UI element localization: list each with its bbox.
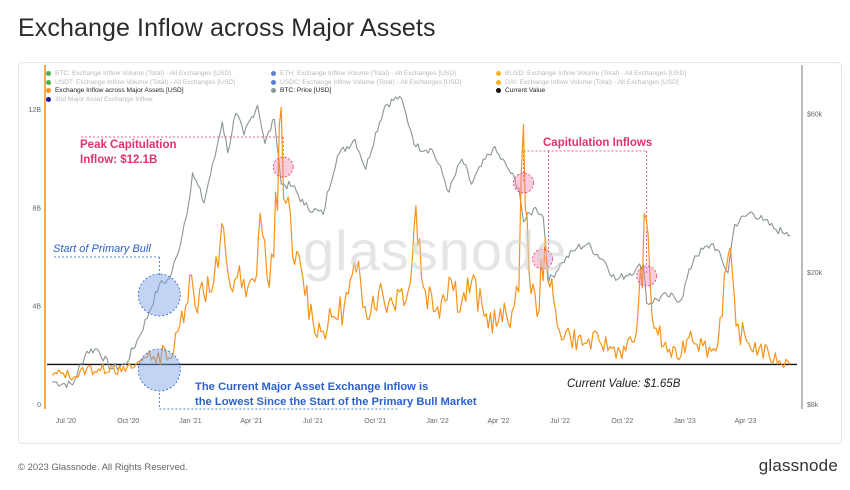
legend-label: Current Value (505, 87, 546, 95)
x-tick-label: Jan '23 (673, 418, 695, 425)
lowest-annotation-line-1: The Current Major Asset Exchange Inflow … (195, 381, 429, 393)
legend-item[interactable]: USDC: Exchange Inflow Volume (Total) - A… (271, 79, 461, 86)
x-tick-label: Oct '20 (117, 418, 139, 425)
peak-annotation-line-2: Inflow: $12.1B (80, 154, 158, 166)
start-of-bull-annotation: Start of Primary Bull (53, 243, 151, 255)
bull-inflow-circle (137, 348, 181, 392)
peak-annotation-line-1: Peak Capitulation (80, 139, 177, 151)
y-left-tick-label: 4B (32, 304, 41, 311)
legend-label: USDC: Exchange Inflow Volume (Total) - A… (280, 78, 462, 86)
legend-label: Exchange Inflow across Major Assets [USD… (55, 87, 184, 95)
legend-label: USDT: Exchange Inflow Volume (Total) - A… (55, 78, 235, 86)
peak-capitulation-circle (272, 156, 294, 178)
legend-item[interactable]: 30d Major Asset Exchange Inflow (46, 96, 153, 103)
legend-item[interactable]: BTC: Exchange Inflow Volume (Total) - Al… (46, 70, 231, 77)
lowest-inflow-annotation: The Current Major Asset Exchange Inflow … (195, 380, 477, 410)
lowest-annotation-line-2: the Lowest Since the Start of the Primar… (195, 396, 477, 408)
glassnode-logo: glassnode (758, 456, 838, 475)
x-tick-label: Jul '21 (303, 418, 323, 425)
legend-item[interactable]: ETH: Exchange Inflow Volume (Total) - Al… (271, 70, 456, 77)
legend-item[interactable]: DAI: Exchange Inflow Volume (Total) - Al… (496, 79, 679, 86)
legend-item[interactable]: Exchange Inflow across Major Assets [USD… (46, 87, 184, 94)
legend-item[interactable]: BTC: Price [USD] (271, 87, 331, 94)
legend-dot-icon (271, 71, 276, 76)
legend-label: BTC: Price [USD] (280, 87, 332, 95)
btc-price-line (52, 95, 791, 389)
chart-frame: Jul '20 Oct '20 Jan '21 Apr '21 Jul '21 Oct '… (18, 62, 842, 444)
highlight-circles (137, 156, 658, 392)
copyright-text: © 2023 Glassnode. All Rights Reserved. (18, 462, 188, 473)
series-layer (47, 95, 797, 389)
legend-dot-icon (46, 79, 51, 85)
y-right-tick-label: $20k (807, 270, 823, 277)
legend-dot-icon (271, 88, 276, 94)
legend-dot-icon (271, 79, 276, 85)
y-left-tick-label: 0 (37, 402, 41, 409)
legend-item[interactable]: Current Value (496, 87, 545, 94)
chart-canvas: Jul '20 Oct '20 Jan '21 Apr '21 Jul '21 Oct '… (29, 65, 823, 425)
x-tick-label: Apr '22 (487, 418, 509, 425)
x-tick-label: Jul '22 (550, 418, 570, 425)
legend-dot-icon (496, 71, 501, 76)
legend-dot-icon (46, 96, 51, 102)
legend-label: BTC: Exchange Inflow Volume (Total) - Al… (55, 70, 231, 77)
peak-capitulation-annotation: Peak Capitulation Inflow: $12.1B (80, 138, 177, 168)
exchange-inflow-line (51, 106, 791, 381)
legend-label: BUSD: Exchange Inflow Volume (Total) - A… (505, 70, 687, 77)
legend-dot-icon (46, 71, 51, 76)
x-tick-label: Apr '23 (735, 418, 757, 425)
annotation-guides (54, 136, 648, 410)
capitulation-circle-1 (513, 172, 534, 194)
y-left-tick-label: 12B (29, 107, 42, 114)
x-tick-label: Oct '22 (611, 418, 633, 425)
chart-legend: BTC: Exchange Inflow Volume (Total) - Al… (46, 70, 766, 112)
legend-label: DAI: Exchange Inflow Volume (Total) - Al… (505, 78, 679, 86)
legend-dot-icon (46, 88, 51, 94)
capitulation-circle-3 (636, 265, 658, 287)
y-left-tick-label: 8B (32, 205, 41, 212)
capitulation-circle-2 (532, 248, 553, 270)
legend-item[interactable]: BUSD: Exchange Inflow Volume (Total) - A… (496, 70, 686, 77)
legend-label: ETH: Exchange Inflow Volume (Total) - Al… (280, 70, 456, 77)
tick-labels: Jul '20 Oct '20 Jan '21 Apr '21 Jul '21 Oct '… (29, 107, 823, 425)
y-right-tick-label: $60k (807, 111, 823, 118)
x-tick-label: Oct '21 (364, 418, 386, 425)
bull-start-circle (137, 273, 181, 317)
legend-dot-icon (496, 79, 501, 85)
current-value-annotation: Current Value: $1.65B (567, 378, 681, 390)
x-tick-label: Jul '20 (56, 418, 76, 425)
legend-dot-icon (496, 88, 501, 94)
x-tick-label: Jan '22 (426, 418, 448, 425)
x-tick-label: Jan '21 (179, 418, 201, 425)
page-title: Exchange Inflow across Major Assets (18, 14, 436, 42)
x-tick-label: Apr '21 (240, 418, 262, 425)
y-right-tick-label: $8k (807, 402, 819, 409)
legend-label: 30d Major Asset Exchange Inflow (55, 95, 153, 103)
legend-item[interactable]: USDT: Exchange Inflow Volume (Total) - A… (46, 79, 235, 86)
capitulation-inflows-annotation: Capitulation Inflows (543, 137, 653, 149)
